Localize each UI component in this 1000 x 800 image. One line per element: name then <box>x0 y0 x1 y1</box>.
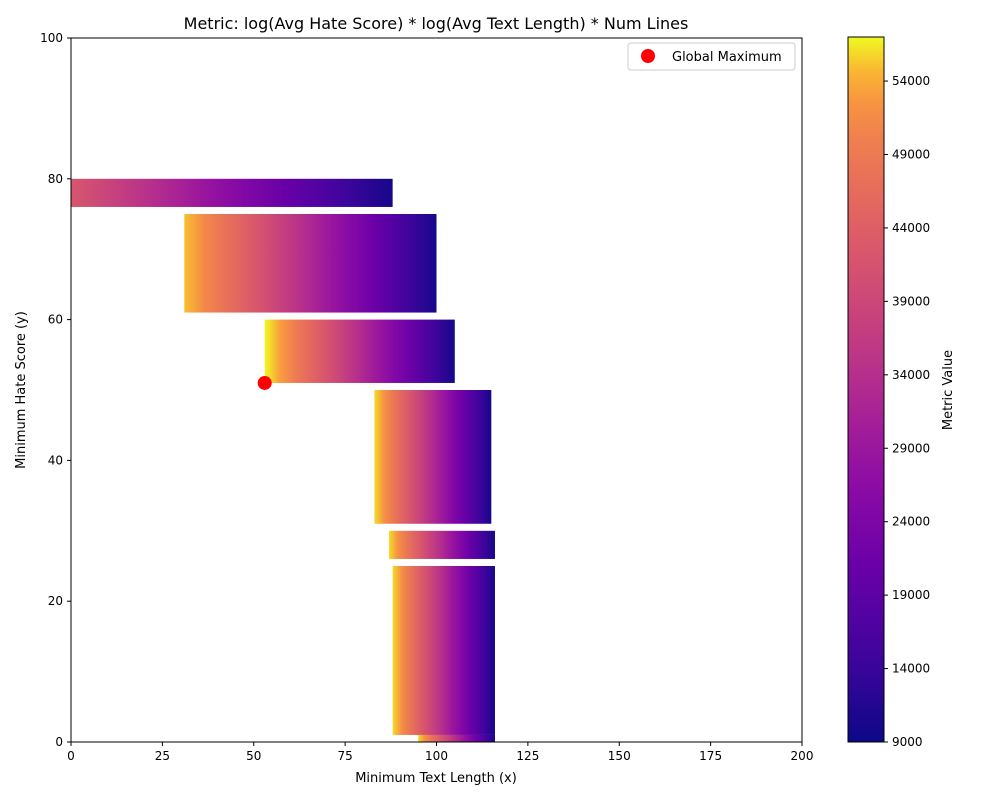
y-tick-label: 40 <box>48 453 63 467</box>
x-axis-ticks: 0 25 50 75 100 125 150 175 200 <box>67 742 813 763</box>
heatmap-region <box>184 214 437 313</box>
heatmap-region <box>71 178 393 207</box>
x-tick-label: 25 <box>155 749 170 763</box>
colorbar-ticks: 9000 14000 19000 24000 29000 34000 39000 44000 4… <box>884 74 930 749</box>
plot-area <box>70 37 803 743</box>
heatmap-region <box>264 319 455 383</box>
x-tick-label: 50 <box>246 749 261 763</box>
heatmap-region <box>388 530 495 559</box>
legend-marker-icon <box>641 49 655 63</box>
x-tick-label: 100 <box>425 749 448 763</box>
x-tick-label: 125 <box>516 749 539 763</box>
colorbar-frame <box>847 36 885 743</box>
legend-label: Global Maximum <box>672 50 782 65</box>
y-tick-label: 60 <box>48 313 63 327</box>
x-axis-label: Minimum Text Length (x) <box>355 771 517 786</box>
colorbar-tick-label: 29000 <box>892 441 930 455</box>
x-tick-label: 150 <box>608 749 631 763</box>
y-tick-label: 20 <box>48 594 63 608</box>
colorbar-tick-label: 39000 <box>892 294 930 308</box>
heatmap-region <box>392 566 495 735</box>
colorbar: 9000 14000 19000 24000 29000 34000 39000 44000 4… <box>847 36 956 749</box>
x-tick-label: 175 <box>699 749 722 763</box>
global-maximum-marker <box>257 375 272 390</box>
colorbar-tick-label: 24000 <box>892 515 930 529</box>
colorbar-tick-label: 49000 <box>892 148 930 162</box>
x-tick-label: 0 <box>67 749 75 763</box>
y-tick-label: 100 <box>40 31 63 45</box>
colorbar-tick-label: 14000 <box>892 662 930 676</box>
colorbar-tick-label: 9000 <box>892 735 923 749</box>
heatmap-region <box>418 734 495 742</box>
legend: Global Maximum <box>627 42 796 71</box>
colorbar-tick-label: 44000 <box>892 221 930 235</box>
colorbar-label: Metric Value <box>941 350 956 430</box>
colorbar-tick-label: 34000 <box>892 368 930 382</box>
colorbar-tick-label: 54000 <box>892 74 930 88</box>
y-axis-label: Minimum Hate Score (y) <box>14 311 29 469</box>
x-tick-label: 200 <box>791 749 814 763</box>
colorbar-tick-label: 19000 <box>892 588 930 602</box>
heatmap-region <box>374 390 492 524</box>
x-tick-label: 75 <box>337 749 352 763</box>
marker-layer <box>257 375 272 390</box>
heatmap-regions <box>71 178 495 742</box>
y-tick-label: 80 <box>48 172 63 186</box>
y-axis-ticks: 0 20 40 60 80 100 <box>40 31 71 749</box>
legend-box <box>627 42 796 71</box>
chart-title: Metric: log(Avg Hate Score) * log(Avg Te… <box>184 14 689 33</box>
colorbar-gradient <box>848 37 884 742</box>
y-tick-label: 0 <box>55 735 63 749</box>
